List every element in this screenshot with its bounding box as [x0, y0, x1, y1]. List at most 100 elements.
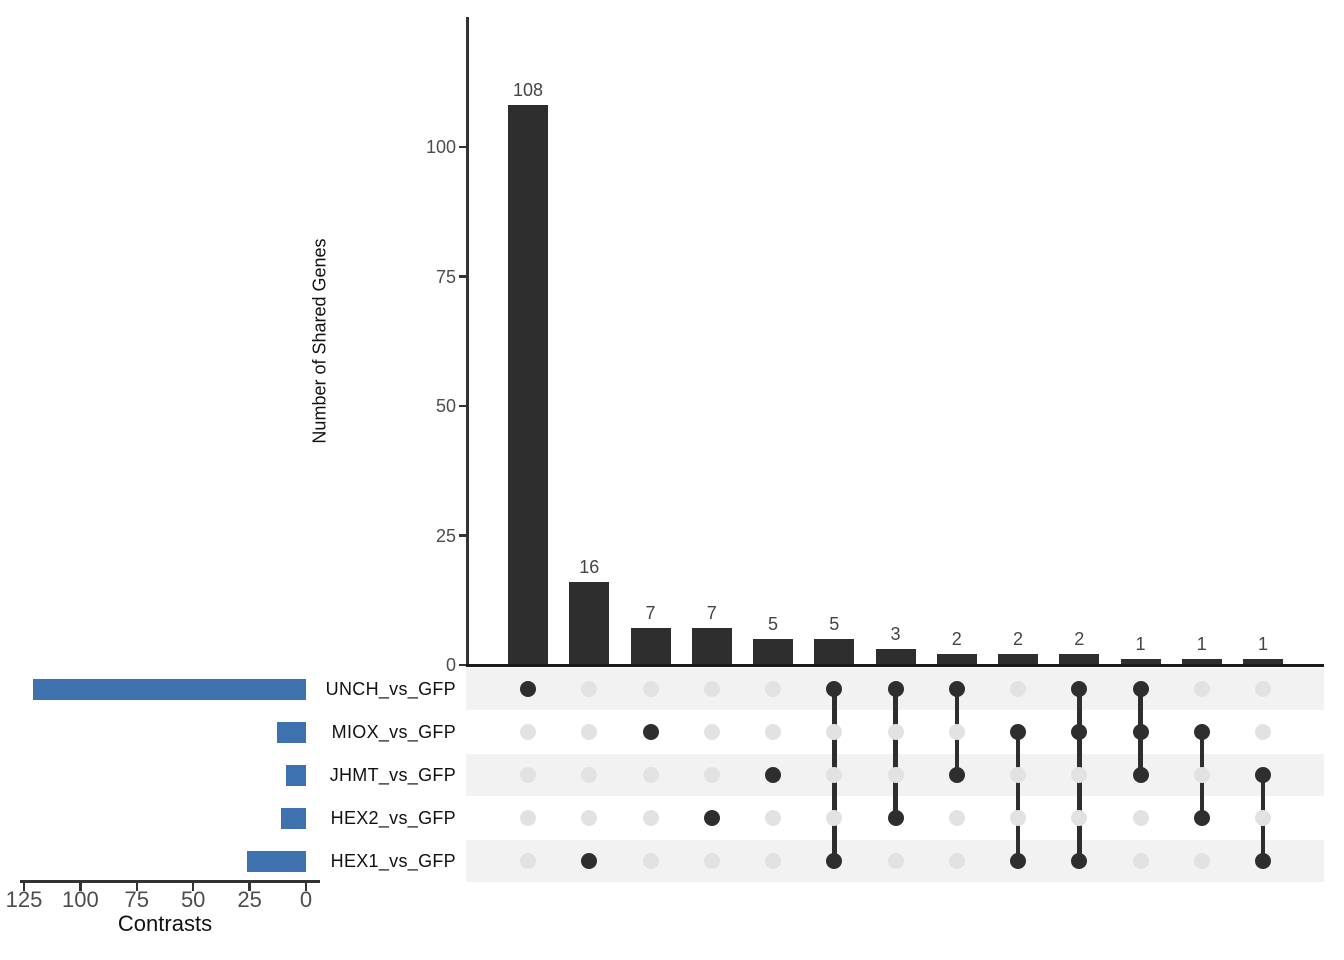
matrix-dot-active — [703, 810, 720, 826]
set-size-tick-label: 50 — [180, 887, 206, 912]
intersection-bar — [1120, 659, 1161, 665]
matrix-dot-active — [1071, 853, 1088, 869]
set-row-label: UNCH_vs_GFP — [325, 679, 456, 699]
intersection-value-label: 7 — [645, 603, 656, 624]
matrix-dot-active — [1255, 767, 1271, 783]
set-size-tick-label: 125 — [5, 887, 43, 912]
matrix-dot-inactive — [1193, 767, 1210, 783]
matrix-dot-inactive — [765, 724, 781, 740]
matrix-dot-active — [642, 724, 659, 740]
matrix-connector-line — [1015, 732, 1021, 861]
set-size-bar — [33, 678, 306, 700]
set-size-axis-line — [20, 880, 320, 883]
matrix-dot-active — [1255, 853, 1271, 869]
intersection-bar — [1181, 659, 1222, 665]
x-baseline — [466, 663, 1324, 667]
matrix-dot-inactive — [703, 853, 720, 869]
matrix-dot-inactive — [1193, 853, 1210, 869]
set-size-bar — [247, 850, 306, 872]
y-axis-tick — [459, 663, 466, 667]
matrix-dot-active — [1010, 853, 1026, 869]
matrix-dot-inactive — [1010, 681, 1026, 697]
intersection-bar — [1059, 654, 1100, 665]
matrix-dot-inactive — [1255, 810, 1271, 826]
intersection-bar — [630, 628, 671, 665]
y-axis-tick — [459, 534, 466, 537]
intersection-bar — [936, 654, 977, 665]
matrix-dot-inactive — [703, 681, 720, 697]
matrix-dot-inactive — [642, 681, 659, 697]
matrix-dot-inactive — [642, 767, 659, 783]
intersection-value-label: 108 — [512, 80, 544, 101]
set-row-label: HEX1_vs_GFP — [330, 851, 456, 871]
intersection-value-label: 7 — [706, 603, 717, 624]
intersection-value-label: 2 — [1074, 629, 1085, 650]
matrix-connector-line — [893, 689, 898, 818]
set-row-label: HEX2_vs_GFP — [330, 808, 456, 828]
y-axis-tick — [459, 145, 466, 149]
matrix-dot-inactive — [1193, 681, 1210, 697]
set-size-bar — [281, 807, 306, 829]
matrix-dot-inactive — [1071, 810, 1088, 826]
matrix-dot-inactive — [887, 724, 904, 740]
intersection-value-label: 2 — [1012, 629, 1023, 650]
y-axis-tick — [459, 275, 466, 278]
matrix-dot-active — [1132, 724, 1149, 740]
intersection-value-label: 5 — [767, 613, 778, 634]
matrix-dot-inactive — [1255, 681, 1271, 697]
matrix-dot-inactive — [1071, 767, 1088, 783]
matrix-dot-inactive — [703, 767, 720, 783]
matrix-dot-inactive — [1132, 810, 1149, 826]
matrix-dot-active — [1193, 810, 1210, 826]
matrix-dot-inactive — [581, 810, 598, 826]
matrix-dot-active — [1132, 681, 1149, 697]
intersection-bar — [753, 638, 793, 665]
matrix-dot-active — [1193, 724, 1210, 740]
matrix-dot-inactive — [765, 810, 781, 826]
matrix-dot-inactive — [703, 724, 720, 740]
matrix-dot-active — [1071, 724, 1088, 740]
intersection-bar — [569, 581, 610, 665]
matrix-dot-active — [581, 853, 598, 869]
set-size-axis-tick — [79, 882, 82, 891]
matrix-dot-inactive — [520, 767, 536, 783]
matrix-dot-inactive — [642, 853, 659, 869]
set-size-bar — [285, 764, 306, 786]
set-size-axis-tick — [304, 882, 308, 891]
matrix-dot-inactive — [887, 767, 904, 783]
intersection-bar — [691, 628, 732, 665]
y-axis-tick-label: 75 — [435, 266, 456, 287]
set-size-axis-tick — [248, 882, 251, 891]
matrix-dot-active — [826, 681, 843, 697]
matrix-dot-active — [520, 681, 536, 697]
set-size-axis-tick — [22, 882, 26, 891]
y-axis-tick — [459, 404, 466, 408]
intersection-value-label: 2 — [951, 629, 962, 650]
y-axis-tick-label: 50 — [435, 396, 456, 416]
matrix-dot-inactive — [581, 681, 598, 697]
intersection-value-label: 16 — [579, 556, 600, 577]
matrix-dot-inactive — [948, 724, 965, 740]
intersection-bar — [1243, 659, 1283, 665]
matrix-dot-inactive — [948, 853, 965, 869]
matrix-dot-inactive — [581, 767, 598, 783]
set-size-axis-tick — [191, 882, 195, 891]
set-size-axis-tick — [135, 882, 139, 891]
matrix-dot-inactive — [1255, 724, 1271, 740]
set-size-tick-label: 25 — [237, 887, 262, 912]
matrix-dot-active — [887, 681, 904, 697]
matrix-dot-active — [765, 767, 781, 783]
matrix-dot-active — [948, 767, 965, 783]
intersection-value-label: 5 — [829, 613, 840, 634]
set-size-axis-title: Contrasts — [117, 911, 213, 936]
set-size-tick-label: 100 — [62, 887, 99, 912]
set-size-tick-label: 75 — [124, 887, 150, 912]
intersection-value-label: 1 — [1257, 634, 1268, 655]
matrix-dot-inactive — [520, 724, 536, 740]
intersection-bar — [875, 648, 916, 665]
set-row-label: JHMT_vs_GFP — [329, 765, 456, 785]
matrix-dot-inactive — [520, 853, 536, 869]
matrix-dot-inactive — [826, 810, 843, 826]
